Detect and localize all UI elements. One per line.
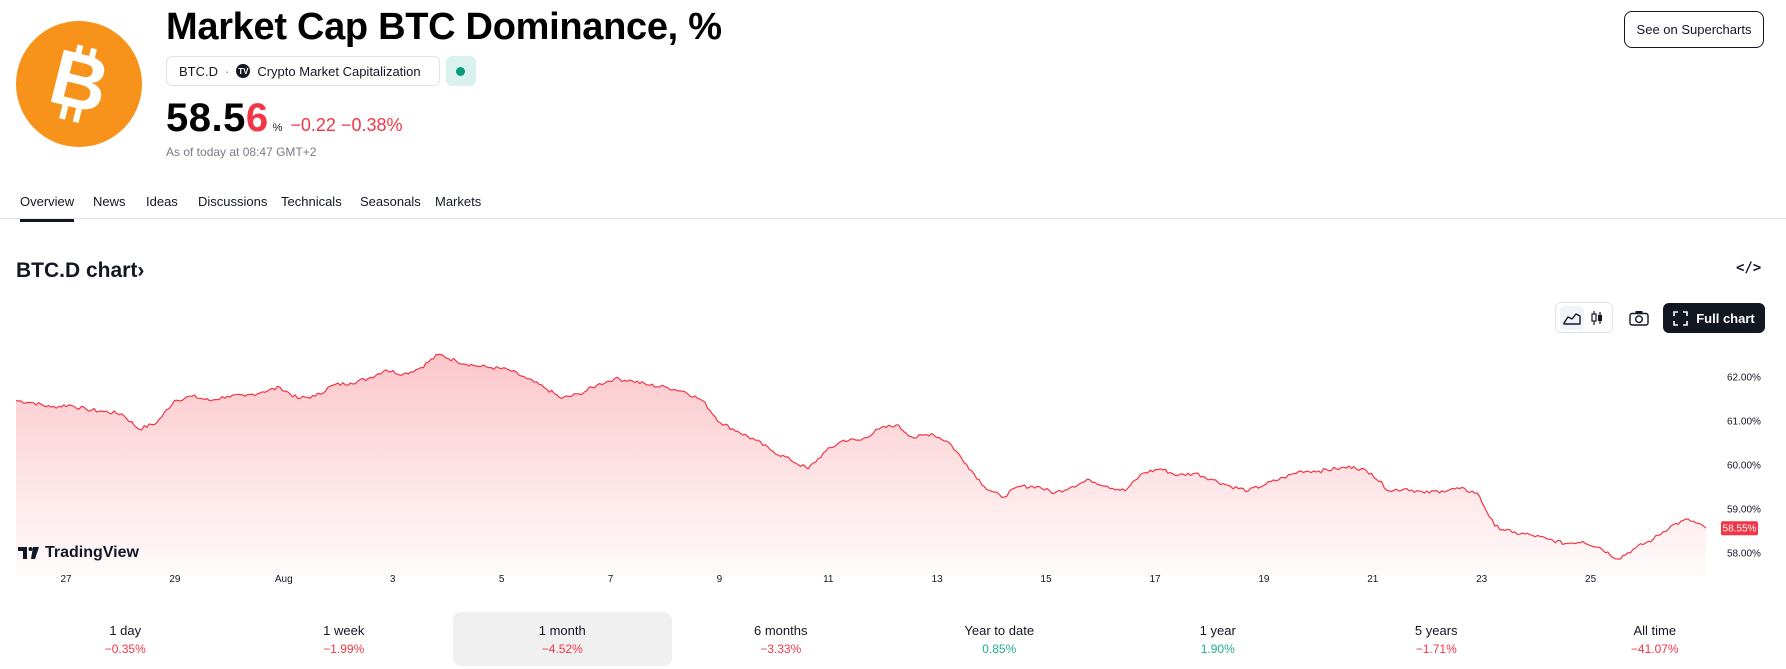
y-tick-label: 62.00%	[1727, 372, 1761, 383]
x-tick-label: 9	[717, 574, 723, 585]
x-tick-label: 13	[932, 574, 944, 585]
tab-markets[interactable]: Markets	[435, 194, 482, 209]
tradingview-watermark: TradingView	[18, 544, 139, 562]
camera-icon[interactable]	[1626, 305, 1652, 331]
tradingview-mini-icon: TV	[236, 64, 251, 78]
period-change: −41.07%	[1630, 641, 1679, 656]
source-label: Crypto Market Capitalization	[257, 63, 421, 79]
tradingview-wordmark: TradingView	[45, 544, 139, 561]
period-label: 6 months	[754, 622, 808, 638]
x-tick-label: 5	[499, 574, 505, 585]
price-row: 58.5 6 % −0.22 −0.38%	[166, 96, 403, 141]
period-label: All time	[1633, 622, 1677, 638]
y-tick-label: 60.00%	[1727, 460, 1761, 471]
period-year-to-date[interactable]: Year to date 0.85%	[890, 612, 1109, 666]
period-6-months[interactable]: 6 months −3.33%	[672, 612, 891, 666]
price-chart[interactable]: 62.00% 61.00% 60.00% 59.00% 58.00% 27 29 Aug 3 5…	[0, 340, 1786, 590]
period-1-month[interactable]: 1 month −4.52%	[453, 612, 672, 666]
page-title: Market Cap BTC Dominance, %	[166, 6, 722, 48]
fullscreen-icon	[1673, 310, 1689, 326]
tab-discussions[interactable]: Discussions	[198, 194, 268, 209]
candles-icon[interactable]	[1585, 306, 1609, 330]
symbol-chips: BTC.D · TV Crypto Market Capitalization	[166, 56, 476, 86]
full-chart-label: Full chart	[1696, 310, 1755, 326]
tab-news[interactable]: News	[93, 194, 126, 209]
period-label: 1 day	[109, 622, 142, 638]
x-tick-label: 21	[1367, 574, 1379, 585]
chip-separator: ·	[225, 63, 230, 79]
market-open-dot-icon	[456, 66, 466, 76]
chart-style-toggle	[1555, 302, 1613, 333]
y-tick-label: 59.00%	[1727, 504, 1761, 515]
x-tick-label: 11	[823, 574, 834, 585]
symbol-label: BTC.D	[179, 63, 218, 79]
tab-seasonals[interactable]: Seasonals	[360, 194, 421, 209]
x-tick-label: Aug	[275, 574, 293, 585]
period-change: −1.99%	[323, 641, 365, 656]
code-embed-icon[interactable]: </>	[1736, 260, 1762, 276]
period-1-year[interactable]: 1 year 1.90%	[1109, 612, 1328, 666]
period-change: −1.71%	[1415, 641, 1457, 656]
x-tick-label: 3	[390, 574, 396, 585]
chart-area-fill	[16, 354, 1706, 576]
x-tick-label: 25	[1585, 574, 1597, 585]
x-tick-label: 27	[60, 574, 72, 585]
area-chart-icon[interactable]	[1559, 305, 1584, 330]
tab-overview[interactable]: Overview	[20, 194, 75, 222]
chart-title: BTC.D chart	[16, 259, 138, 282]
full-chart-button[interactable]: Full chart	[1663, 303, 1765, 333]
period-label: 1 week	[323, 622, 365, 638]
x-tick-label: 19	[1258, 574, 1270, 585]
period-change: 0.85%	[982, 641, 1017, 656]
period-label: Year to date	[964, 622, 1035, 638]
symbol-chip[interactable]: BTC.D · TV Crypto Market Capitalization	[166, 56, 440, 86]
chart-title-link[interactable]: BTC.D chart›	[16, 259, 144, 283]
period-5-years[interactable]: 5 years −1.71%	[1327, 612, 1546, 666]
x-tick-label: 23	[1476, 574, 1488, 585]
x-tick-label: 29	[169, 574, 181, 585]
y-tick-label: 61.00%	[1727, 416, 1761, 427]
chart-series-line	[15, 353, 1707, 560]
period-all-time[interactable]: All time −41.07%	[1546, 612, 1765, 666]
period-label: 1 year	[1199, 622, 1236, 638]
period-1-week[interactable]: 1 week −1.99%	[235, 612, 454, 666]
tradingview-logo-icon	[18, 547, 39, 559]
period-selector: 1 day −0.35% 1 week −1.99% 1 month −4.52…	[16, 612, 1764, 666]
x-tick-label: 7	[608, 574, 614, 585]
see-on-supercharts-button[interactable]: See on Supercharts	[1624, 11, 1764, 48]
period-label: 5 years	[1414, 622, 1458, 638]
last-price-label: 58.55%	[1723, 524, 1757, 535]
price-change: −0.22 −0.38%	[290, 115, 403, 135]
market-status-chip[interactable]	[445, 56, 476, 86]
chevron-right-icon: ›	[137, 259, 145, 282]
last-price-badge	[1721, 521, 1758, 536]
y-tick-label: 58.00%	[1727, 548, 1761, 559]
price-unit: %	[272, 122, 283, 134]
tab-technicals[interactable]: Technicals	[281, 194, 342, 209]
period-1-day[interactable]: 1 day −0.35%	[16, 612, 235, 666]
as-of-timestamp: As of today at 08:47 GMT+2	[166, 145, 317, 159]
period-change: −4.52%	[541, 641, 583, 656]
x-tick-label: 17	[1149, 574, 1161, 585]
x-tick-label: 15	[1041, 574, 1053, 585]
price-last-digit: 6	[245, 96, 269, 140]
section-tabs: Overview News Ideas Discussions Technica…	[0, 188, 1786, 222]
period-label: 1 month	[538, 622, 586, 638]
period-change: −3.33%	[760, 641, 802, 656]
price-main: 58.5	[166, 96, 246, 140]
period-change: −0.35%	[104, 641, 146, 656]
bitcoin-logo-icon: B	[16, 21, 142, 147]
tab-ideas[interactable]: Ideas	[146, 194, 178, 209]
period-change: 1.90%	[1200, 641, 1235, 656]
